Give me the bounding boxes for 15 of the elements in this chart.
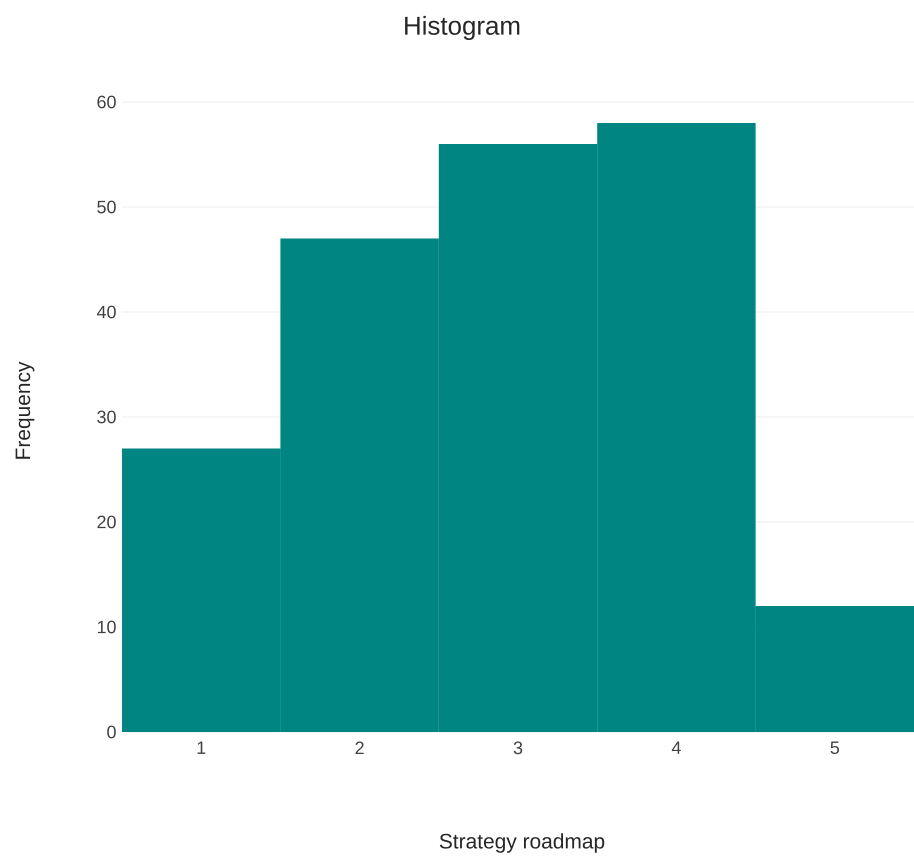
y-tick-label: 20	[97, 516, 116, 528]
y-tick-label: 60	[97, 96, 116, 108]
x-tick-label: 5	[830, 742, 840, 754]
x-tick-label: 4	[672, 742, 681, 754]
x-tick-label: 2	[356, 742, 364, 754]
y-axis-title: Frequency	[16, 362, 34, 459]
x-tick-label: 1	[198, 742, 206, 754]
y-tick-label: 0	[107, 726, 116, 738]
y-tick-label: 50	[97, 200, 116, 214]
y-tick-label: 30	[97, 410, 116, 424]
y-tick-label: 40	[96, 306, 116, 318]
x-tick-label: 3	[514, 742, 522, 754]
y-tick-label: 10	[98, 620, 116, 634]
x-axis-title: Strategy roadmap	[440, 833, 604, 853]
chart-title: Histogram	[405, 16, 520, 40]
